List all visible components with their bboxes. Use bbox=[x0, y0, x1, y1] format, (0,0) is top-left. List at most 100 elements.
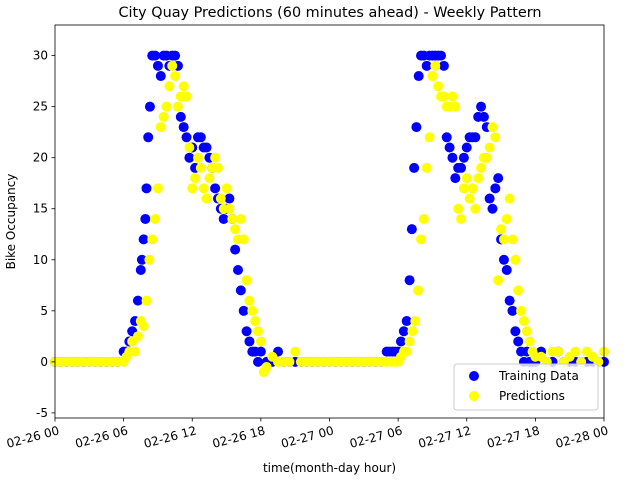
data-point bbox=[493, 173, 504, 184]
data-point bbox=[521, 326, 532, 337]
data-point bbox=[436, 50, 447, 61]
data-point bbox=[447, 152, 458, 163]
data-point bbox=[238, 305, 249, 316]
data-point bbox=[413, 71, 424, 82]
data-point bbox=[224, 193, 235, 204]
data-point bbox=[195, 162, 206, 173]
data-point bbox=[238, 234, 249, 245]
data-point bbox=[424, 132, 435, 143]
data-point bbox=[244, 336, 255, 347]
data-point bbox=[195, 132, 206, 143]
data-point bbox=[570, 346, 581, 357]
data-point bbox=[456, 162, 467, 173]
data-point bbox=[235, 213, 246, 224]
data-point bbox=[224, 203, 235, 214]
data-point bbox=[215, 193, 226, 204]
data-point bbox=[404, 275, 415, 286]
data-point bbox=[510, 326, 521, 337]
data-point bbox=[413, 285, 424, 296]
data-point bbox=[130, 346, 141, 357]
data-point bbox=[255, 346, 266, 357]
data-point bbox=[418, 213, 429, 224]
data-point bbox=[227, 213, 238, 224]
data-point bbox=[427, 71, 438, 82]
data-point bbox=[290, 346, 301, 357]
data-point bbox=[487, 122, 498, 133]
data-point bbox=[184, 152, 195, 163]
data-point bbox=[140, 213, 151, 224]
data-point bbox=[201, 142, 212, 153]
data-point bbox=[230, 244, 241, 255]
data-point bbox=[513, 336, 524, 347]
data-point bbox=[507, 305, 518, 316]
data-point bbox=[395, 336, 406, 347]
data-point bbox=[221, 183, 232, 194]
data-point bbox=[150, 50, 161, 61]
data-point bbox=[152, 60, 163, 71]
data-point bbox=[138, 321, 149, 332]
data-point bbox=[421, 60, 432, 71]
data-point bbox=[416, 234, 426, 245]
data-point bbox=[150, 213, 161, 224]
data-point bbox=[470, 203, 481, 214]
data-point bbox=[409, 162, 420, 173]
data-point bbox=[235, 285, 246, 296]
data-point bbox=[473, 173, 484, 184]
data-point bbox=[484, 142, 495, 153]
data-point bbox=[496, 224, 507, 235]
data-point bbox=[401, 346, 412, 357]
data-point bbox=[178, 122, 189, 133]
data-point bbox=[172, 101, 183, 112]
data-point bbox=[135, 264, 146, 275]
data-point bbox=[158, 111, 169, 122]
data-point bbox=[233, 264, 243, 275]
data-point bbox=[450, 101, 461, 112]
data-point bbox=[501, 213, 512, 224]
data-point bbox=[244, 295, 255, 306]
data-point bbox=[438, 60, 449, 71]
data-point bbox=[498, 254, 509, 265]
data-point bbox=[504, 295, 515, 306]
data-point bbox=[181, 132, 192, 143]
data-point bbox=[453, 203, 464, 214]
data-point bbox=[524, 336, 535, 347]
y-tick-label: 25 bbox=[33, 100, 48, 114]
y-axis: -5 0 5 10 15 20 25 30 bbox=[33, 49, 55, 420]
data-point bbox=[132, 331, 143, 342]
data-point bbox=[478, 111, 489, 122]
data-point bbox=[507, 234, 518, 245]
data-point bbox=[143, 132, 154, 143]
data-point bbox=[476, 162, 487, 173]
legend-box bbox=[453, 363, 599, 411]
data-point bbox=[144, 101, 155, 112]
data-point bbox=[476, 101, 487, 112]
data-point bbox=[284, 356, 295, 367]
data-point bbox=[261, 361, 272, 372]
data-point bbox=[464, 193, 475, 204]
data-point bbox=[456, 213, 467, 224]
data-point bbox=[501, 264, 512, 275]
data-point bbox=[201, 193, 212, 204]
data-point bbox=[253, 356, 264, 367]
data-point bbox=[187, 183, 198, 194]
data-point bbox=[210, 183, 221, 194]
data-point bbox=[438, 91, 449, 102]
data-point bbox=[450, 173, 461, 184]
y-tick-label: 0 bbox=[40, 355, 48, 369]
data-point bbox=[250, 316, 261, 327]
y-tick-label: 10 bbox=[33, 253, 48, 267]
data-point bbox=[444, 142, 455, 153]
data-point bbox=[430, 60, 441, 71]
data-point bbox=[407, 326, 418, 337]
data-point bbox=[181, 91, 192, 102]
data-point bbox=[490, 132, 501, 143]
data-point bbox=[516, 305, 527, 316]
data-point bbox=[170, 50, 181, 61]
data-point bbox=[230, 224, 241, 235]
data-point bbox=[192, 152, 203, 163]
x-axis-label: time(month-day hour) bbox=[263, 461, 396, 475]
data-point bbox=[178, 81, 189, 92]
y-tick-label: 5 bbox=[40, 304, 48, 318]
legend: Training Data Predictions bbox=[453, 363, 599, 411]
